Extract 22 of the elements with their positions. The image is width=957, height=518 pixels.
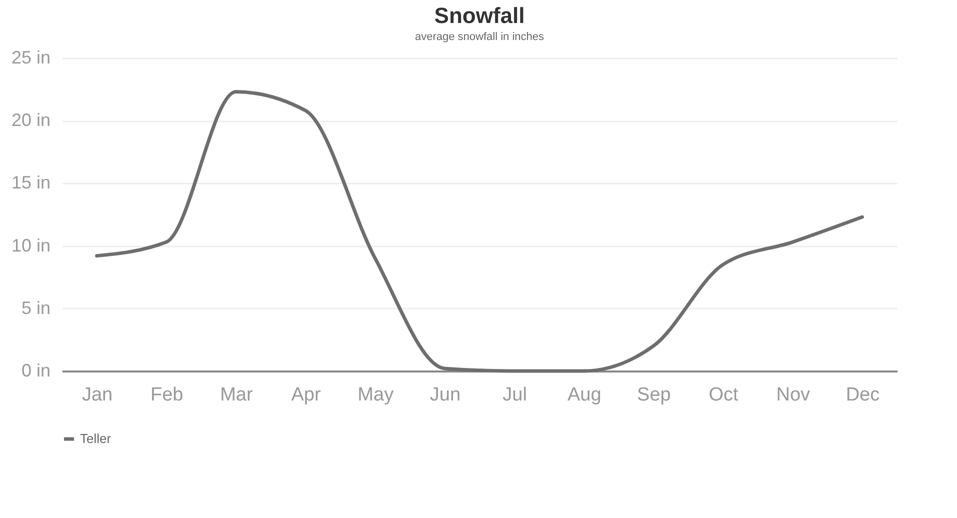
- x-tick-label: Aug: [567, 384, 602, 406]
- y-tick-label: 10 in: [11, 235, 50, 256]
- x-tick-label: Jun: [430, 384, 461, 406]
- y-tick-label: 25 in: [11, 48, 50, 68]
- x-tick-label: Dec: [846, 384, 880, 406]
- x-tick-label: May: [358, 384, 394, 406]
- chart-subtitle: average snowfall in inches: [414, 31, 545, 43]
- x-tick-label: Feb: [150, 384, 184, 406]
- legend-label: Teller: [80, 431, 112, 446]
- x-tick-label: Sep: [637, 384, 671, 406]
- x-tick-label: Jul: [502, 384, 527, 406]
- y-tick-label: 15 in: [11, 172, 50, 193]
- y-tick-label: 20 in: [11, 110, 50, 130]
- x-tick-label: Jan: [82, 384, 113, 406]
- x-tick-label: Oct: [708, 384, 740, 406]
- x-tick-label: Apr: [291, 384, 322, 406]
- y-tick-label: 5 in: [21, 298, 50, 318]
- x-tick-label: Mar: [220, 384, 254, 406]
- chart-title: Snowfall: [434, 3, 525, 28]
- x-tick-label: Nov: [776, 384, 811, 406]
- line-series: [95, 90, 864, 373]
- y-tick-label: 0 in: [21, 360, 50, 380]
